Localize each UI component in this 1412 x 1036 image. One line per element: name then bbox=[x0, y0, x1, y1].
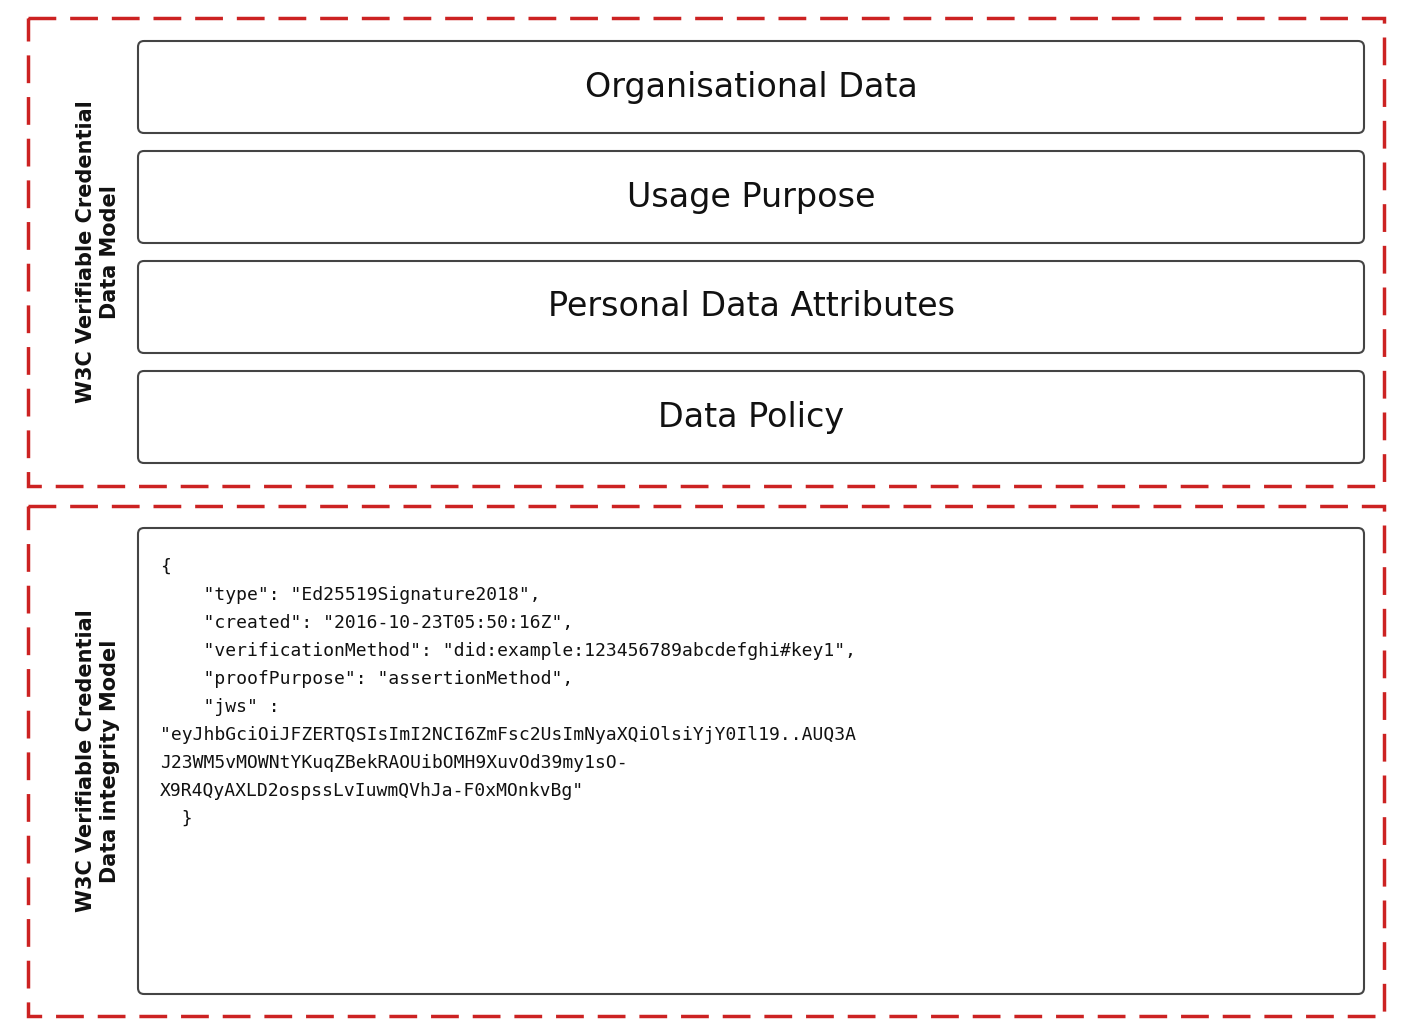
FancyBboxPatch shape bbox=[138, 151, 1364, 243]
FancyBboxPatch shape bbox=[138, 261, 1364, 353]
Text: Data Policy: Data Policy bbox=[658, 401, 844, 433]
Text: Personal Data Attributes: Personal Data Attributes bbox=[548, 290, 955, 323]
Text: "proofPurpose": "assertionMethod",: "proofPurpose": "assertionMethod", bbox=[160, 670, 573, 688]
Bar bbox=[28, 18, 1384, 486]
Text: "type": "Ed25519Signature2018",: "type": "Ed25519Signature2018", bbox=[160, 586, 541, 604]
Text: J23WM5vMOWNtYKuqZBekRAOUibOMH9XuvOd39my1sO-: J23WM5vMOWNtYKuqZBekRAOUibOMH9XuvOd39my1… bbox=[160, 754, 627, 772]
FancyBboxPatch shape bbox=[138, 41, 1364, 133]
Bar bbox=[28, 506, 1384, 1016]
Text: W3C Verifiable Credential
Data Model: W3C Verifiable Credential Data Model bbox=[76, 100, 120, 403]
Text: "verificationMethod": "did:example:123456789abcdefghi#key1",: "verificationMethod": "did:example:12345… bbox=[160, 642, 856, 660]
Text: Usage Purpose: Usage Purpose bbox=[627, 180, 875, 213]
Text: "jws" :: "jws" : bbox=[160, 698, 280, 716]
Text: W3C Verifiable Credential
Data integrity Model: W3C Verifiable Credential Data integrity… bbox=[76, 609, 120, 913]
FancyBboxPatch shape bbox=[138, 371, 1364, 463]
Text: }: } bbox=[160, 810, 192, 828]
Text: "created": "2016-10-23T05:50:16Z",: "created": "2016-10-23T05:50:16Z", bbox=[160, 614, 573, 632]
Text: "eyJhbGciOiJFZERTQSIsImI2NCI6ZmFsc2UsImNyaXQiOlsiYjY0Il19..AUQ3A: "eyJhbGciOiJFZERTQSIsImI2NCI6ZmFsc2UsImN… bbox=[160, 726, 856, 744]
Text: {: { bbox=[160, 558, 171, 576]
FancyBboxPatch shape bbox=[138, 528, 1364, 994]
Text: X9R4QyAXLD2ospssLvIuwmQVhJa-F0xMOnkvBg": X9R4QyAXLD2ospssLvIuwmQVhJa-F0xMOnkvBg" bbox=[160, 782, 585, 800]
Text: Organisational Data: Organisational Data bbox=[585, 70, 918, 104]
